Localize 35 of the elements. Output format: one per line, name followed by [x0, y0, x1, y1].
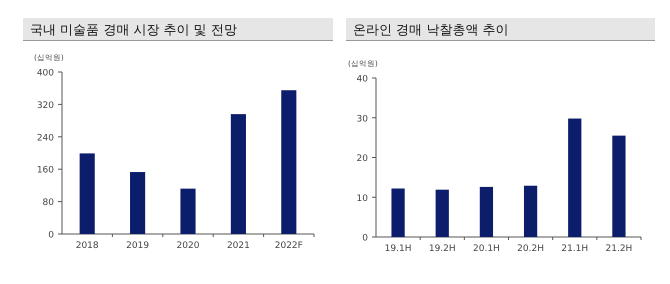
y-tick-label: 240 [36, 133, 54, 144]
y-tick-label: 320 [36, 100, 54, 111]
x-tick-label: 21.2H [606, 244, 632, 254]
bar [281, 90, 296, 234]
x-tick-label: 2021 [226, 241, 250, 251]
y-tick-label: 0 [362, 234, 368, 244]
bar [436, 190, 449, 237]
chart-title: 온라인 경매 낙찰총액 추이 [353, 23, 508, 38]
x-tick-label: 2020 [176, 241, 200, 251]
y-tick-label: 20 [356, 154, 368, 164]
x-tick-label: 2018 [76, 241, 99, 251]
y-tick-label: 30 [356, 114, 368, 124]
y-tick-label: 160 [36, 166, 54, 176]
x-tick-label: 2019 [126, 241, 150, 251]
chart-title: 국내 미술품 경매 시장 추이 및 전망 [30, 23, 237, 38]
y-tick-label: 400 [36, 68, 54, 78]
x-tick-label: 19.2H [428, 244, 456, 254]
x-tick-label: 20.2H [517, 244, 544, 254]
bar [480, 186, 494, 237]
bar [568, 118, 582, 237]
x-tick-label: 20.1H [473, 244, 500, 254]
bar [230, 114, 246, 234]
y-tick-label: 80 [42, 198, 54, 208]
bar [524, 186, 538, 237]
x-tick-label: 21.1H [561, 244, 588, 254]
y-tick-label: 10 [356, 194, 368, 204]
y-tick-label: 0 [48, 230, 54, 240]
bar [612, 136, 626, 237]
bar [130, 172, 146, 234]
x-tick-label: 19.1H [384, 244, 412, 254]
bar [80, 153, 95, 234]
x-tick-label: 2022F [274, 241, 303, 251]
bar [180, 188, 196, 234]
bar [391, 188, 405, 237]
y-tick-label: 40 [356, 74, 368, 84]
